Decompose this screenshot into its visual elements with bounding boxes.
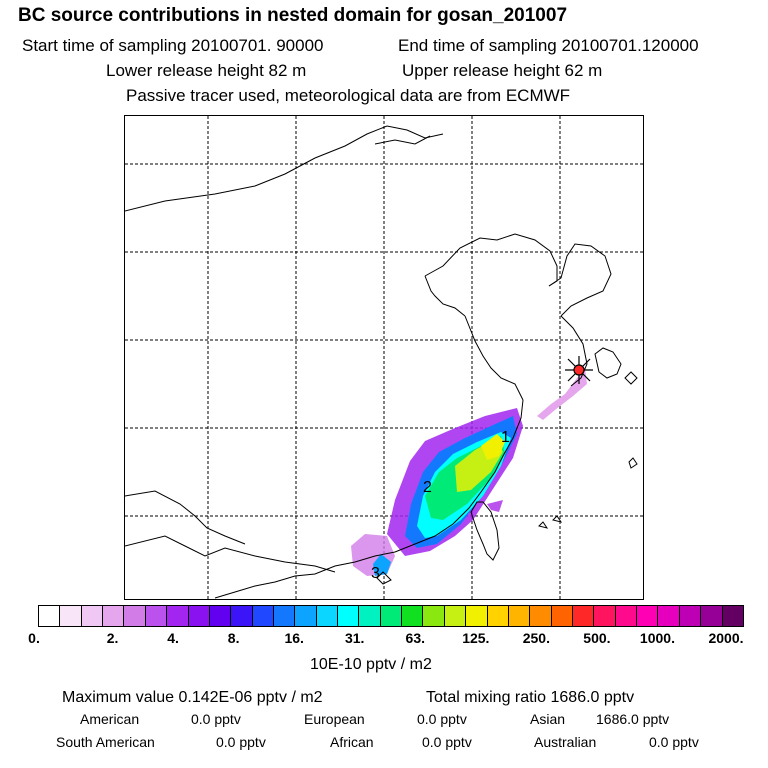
grid-lines <box>125 116 645 601</box>
colorbar-tick-label: 16. <box>284 630 304 646</box>
colorbar <box>38 605 744 627</box>
colorbar-segment <box>701 606 723 626</box>
colorbar-segment <box>316 606 339 626</box>
colorbar-tick-label: 500. <box>583 630 611 646</box>
colorbar-tick-label: 125. <box>462 630 490 646</box>
colorbar-tick-label: 1000. <box>639 630 675 646</box>
colorbar-segment <box>423 606 445 626</box>
asian-value: 1686.0 pptv <box>596 711 670 727</box>
colorbar-segment <box>231 606 253 626</box>
region-label-2: 2 <box>423 479 432 496</box>
colorbar-segment <box>637 606 659 626</box>
tracer-note: Passive tracer used, meteorological data… <box>126 86 571 105</box>
colorbar-segment <box>572 606 595 626</box>
upper-release-height: Upper release height 62 m <box>402 61 603 80</box>
colorbar-segment <box>124 606 146 626</box>
colorbar-segment <box>209 606 232 626</box>
south-american-label: South American <box>56 734 155 750</box>
african-label: African <box>330 734 374 750</box>
region-label-3: 3 <box>371 565 380 582</box>
asian-label: Asian <box>530 711 566 727</box>
receptor-marker <box>565 356 593 384</box>
colorbar-tick-label: 8. <box>227 630 240 646</box>
colorbar-segment <box>466 606 488 626</box>
colorbar-tick-label: 31. <box>344 630 365 646</box>
region-label-1: 1 <box>501 429 510 446</box>
colorbar-segment <box>551 606 573 626</box>
colorbar-segment <box>338 606 360 626</box>
colorbar-segment <box>81 606 104 626</box>
american-label: American <box>80 711 140 727</box>
colorbar-segment <box>273 606 296 626</box>
sampling-start: Start time of sampling 20100701. 90000 <box>22 36 324 55</box>
maximum-value: Maximum value 0.142E-06 pptv / m2 <box>62 689 323 706</box>
colorbar-segment <box>530 606 552 626</box>
european-value: 0.0 pptv <box>417 711 467 727</box>
colorbar-segment <box>487 606 509 626</box>
total-mixing-ratio: Total mixing ratio 1686.0 pptv <box>426 689 635 706</box>
colorbar-tick-label: 2. <box>106 630 119 646</box>
european-label: European <box>304 711 365 727</box>
colorbar-segment <box>402 606 424 626</box>
map-panel: 1 2 3 <box>124 115 645 601</box>
colorbar-segment <box>722 606 743 626</box>
colorbar-segment <box>658 606 680 626</box>
colorbar-segment <box>39 606 61 626</box>
coastlines <box>125 125 638 599</box>
colorbar-segment <box>444 606 467 626</box>
tracer-plume <box>351 368 587 576</box>
colorbar-tick-label: 250. <box>522 630 550 646</box>
colorbar-segment <box>60 606 82 626</box>
colorbar-segment <box>380 606 403 626</box>
australian-value: 0.0 pptv <box>649 734 699 750</box>
colorbar-segment <box>594 606 616 626</box>
colorbar-tick-label: 0. <box>28 630 40 646</box>
plot-title: BC source contributions in nested domain… <box>18 5 568 26</box>
australian-label: Australian <box>534 734 597 750</box>
colorbar-segment <box>252 606 274 626</box>
colorbar-tick-label: 4. <box>167 630 179 646</box>
colorbar-segment <box>167 606 189 626</box>
lower-release-height: Lower release height 82 m <box>106 61 307 80</box>
american-value: 0.0 pptv <box>191 711 241 727</box>
colorbar-tick-label: 63. <box>405 630 425 646</box>
sampling-end: End time of sampling 20100701.120000 <box>398 36 699 55</box>
colorbar-segment <box>615 606 638 626</box>
colorbar-segment <box>103 606 125 626</box>
map-canvas: 1 2 3 <box>125 116 645 601</box>
colorbar-segment <box>359 606 381 626</box>
colorbar-units: 10E-10 pptv / m2 <box>310 656 432 673</box>
colorbar-segment <box>508 606 531 626</box>
colorbar-segment <box>679 606 702 626</box>
colorbar-segment <box>188 606 210 626</box>
south-american-value: 0.0 pptv <box>216 734 266 750</box>
african-value: 0.0 pptv <box>422 734 472 750</box>
colorbar-tick-label: 2000. <box>708 630 744 646</box>
colorbar-segment <box>145 606 168 626</box>
colorbar-segment <box>295 606 317 626</box>
